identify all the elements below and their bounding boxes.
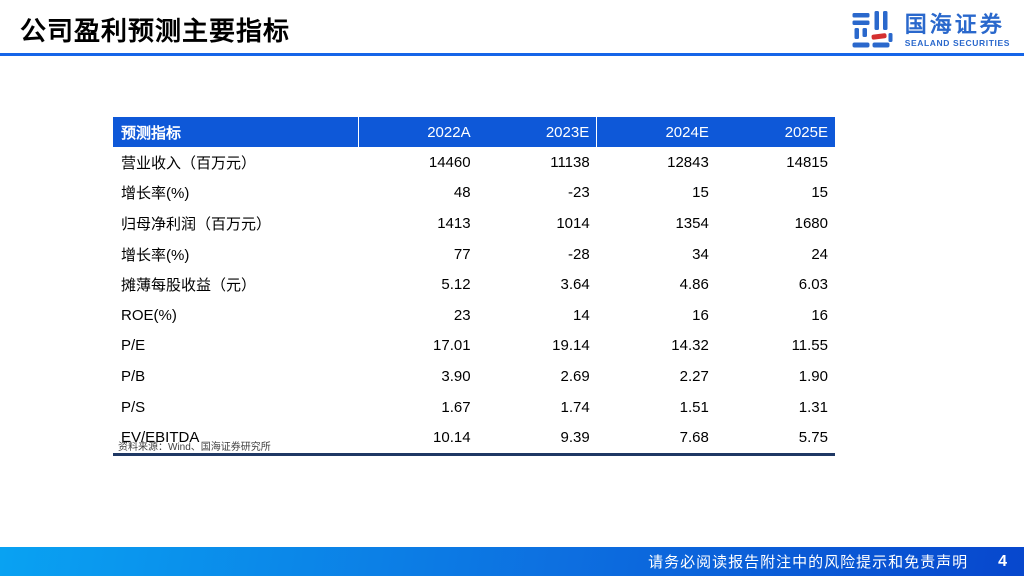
cell-value: 11.55 (715, 330, 835, 362)
cell-value: 1.74 (477, 391, 597, 423)
row-label: 归母净利润（百万元） (113, 208, 359, 239)
row-label: P/S (113, 391, 359, 423)
cell-value: 16 (715, 299, 835, 331)
cell-value: 1680 (715, 208, 835, 239)
cell-value: 10.14 (358, 422, 478, 455)
cell-value: 1014 (477, 208, 597, 239)
cell-value: 2.69 (477, 361, 597, 392)
cell-value: 24 (715, 238, 835, 270)
logo-name-en: SEALAND SECURITIES (904, 37, 1010, 48)
cell-value: 14460 (358, 147, 478, 178)
row-label: P/B (113, 361, 359, 392)
forecast-table: 预测指标 2022A 2023E 2024E 2025E 营业收入（百万元） 14460 1… (113, 117, 835, 456)
title-divider (0, 53, 1024, 56)
header-year: 2024E (596, 117, 716, 147)
cell-value: 3.64 (477, 269, 597, 300)
cell-value: 77 (358, 238, 478, 270)
cell-value: 14815 (715, 147, 835, 178)
cell-value: 15 (715, 177, 835, 209)
cell-value: 3.90 (358, 361, 478, 392)
header-year: 2023E (477, 117, 597, 147)
cell-value: 34 (596, 238, 716, 270)
table-row: ROE(%) 23 14 16 16 (113, 299, 835, 331)
sealand-logo-icon (852, 11, 893, 48)
row-label: 增长率(%) (113, 238, 359, 270)
cell-value: 1354 (596, 208, 716, 239)
logo-text: 国海证券 SEALAND SECURITIES (905, 13, 1010, 48)
cell-value: 1.67 (358, 391, 478, 423)
row-label: P/E (113, 330, 359, 362)
table-row: 增长率(%) 77 -28 34 24 (113, 238, 835, 270)
source-note: 资料来源：Wind、国海证券研究所 (118, 442, 271, 453)
cell-value: 2.27 (596, 361, 716, 392)
table-row: P/S 1.67 1.74 1.51 1.31 (113, 391, 835, 423)
cell-value: 1.51 (596, 391, 716, 423)
cell-value: 15 (596, 177, 716, 209)
table-row: 摊薄每股收益（元） 5.12 3.64 4.86 6.03 (113, 269, 835, 300)
header-year: 2022A (357, 117, 478, 147)
row-label: 摊薄每股收益（元） (113, 269, 359, 300)
row-label: ROE(%) (113, 299, 359, 331)
cell-value: 6.03 (715, 269, 835, 300)
footer-disclaimer: 请务必阅读报告附注中的风险提示和免责声明 (648, 554, 969, 571)
cell-value: -28 (477, 238, 597, 270)
row-label: 营业收入（百万元） (113, 147, 359, 178)
cell-value: 19.14 (477, 330, 597, 362)
cell-value: 5.12 (358, 269, 478, 300)
table-body: 营业收入（百万元） 14460 11138 12843 14815 增长率(%) 48 -23… (113, 147, 835, 455)
cell-value: -23 (477, 177, 597, 209)
cell-value: 14 (477, 299, 597, 331)
cell-value: 11138 (477, 147, 597, 178)
cell-value: 7.68 (596, 422, 716, 455)
cell-value: 12843 (596, 147, 716, 178)
cell-value: 1.90 (715, 361, 835, 392)
cell-value: 48 (358, 177, 478, 209)
table-row: P/B 3.90 2.69 2.27 1.90 (113, 361, 835, 392)
page-title: 公司盈利预测主要指标 (20, 16, 291, 46)
cell-value: 16 (596, 299, 716, 331)
table-row: 增长率(%) 48 -23 15 15 (113, 177, 835, 209)
table-header-row: 预测指标 2022A 2023E 2024E 2025E (113, 117, 835, 147)
table-row: P/E 17.01 19.14 14.32 11.55 (113, 330, 835, 362)
cell-value: 23 (358, 299, 478, 331)
table-row: 归母净利润（百万元） 1413 1014 1354 1680 (113, 208, 835, 239)
cell-value: 9.39 (477, 422, 597, 455)
table-row: EV/EBITDA 10.14 9.39 7.68 5.75 (113, 422, 835, 455)
company-logo: 国海证券 SEALAND SECURITIES (851, 9, 1010, 53)
row-label: 增长率(%) (113, 177, 359, 209)
cell-value: 5.75 (715, 422, 835, 455)
row-label: EV/EBITDA (113, 422, 359, 455)
logo-name-cn: 国海证券 (904, 12, 1005, 38)
cell-value: 14.32 (596, 330, 716, 362)
footer-bar: 请务必阅读报告附注中的风险提示和免责声明 4 (0, 547, 1024, 576)
cell-value: 1.31 (715, 391, 835, 423)
header-year: 2025E (715, 117, 835, 147)
page-number: 4 (998, 552, 1007, 570)
cell-value: 1413 (358, 208, 478, 239)
cell-value: 4.86 (596, 269, 716, 300)
cell-value: 17.01 (358, 330, 478, 362)
header-metric: 预测指标 (113, 117, 359, 147)
table-row: 营业收入（百万元） 14460 11138 12843 14815 (113, 147, 835, 178)
